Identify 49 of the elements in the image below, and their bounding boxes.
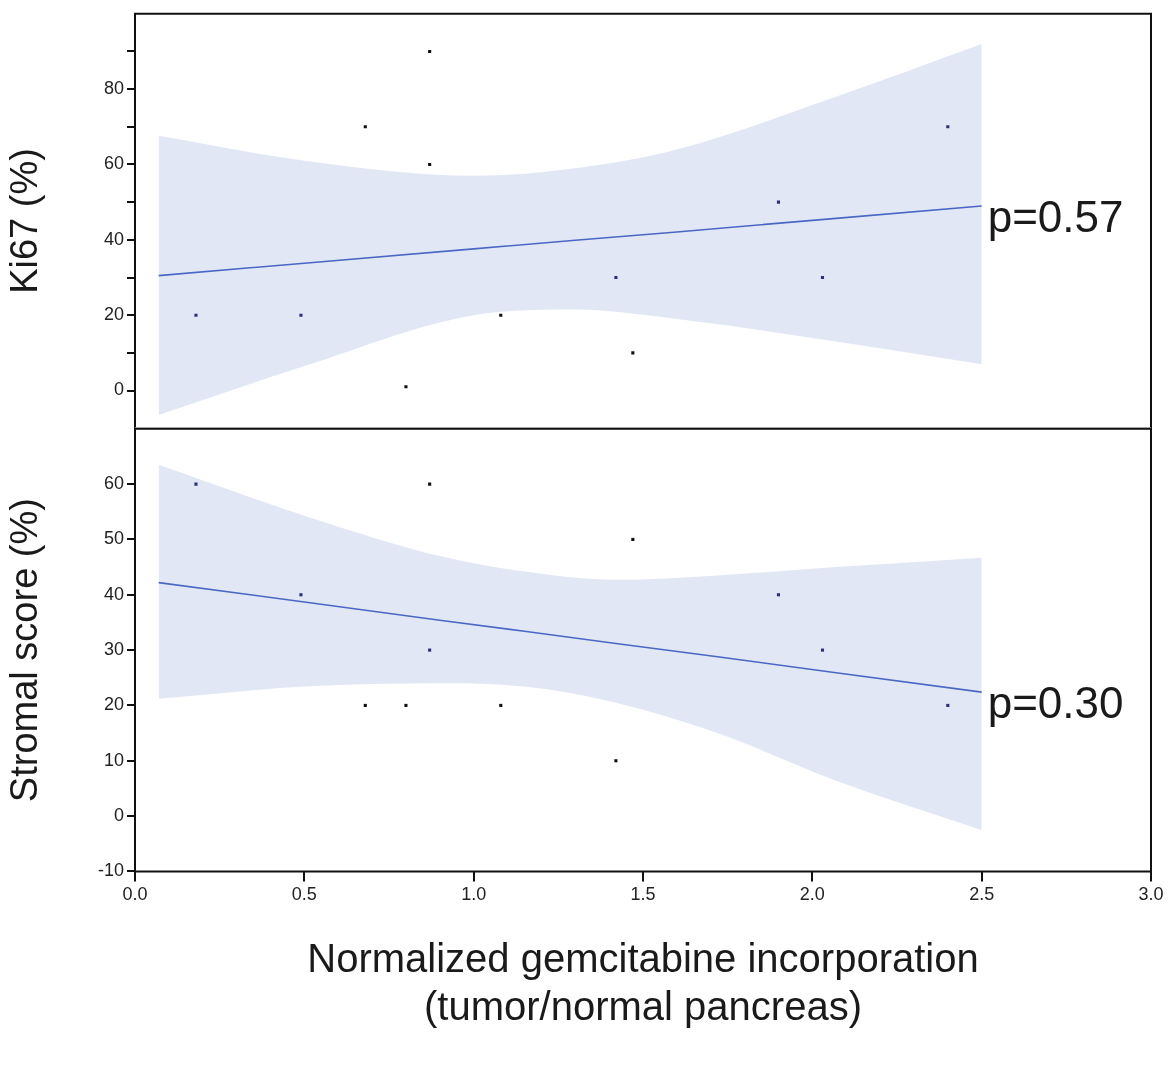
point [194,482,198,486]
x-tick-label: 2.0 [799,884,825,905]
y-tick-label: -10 [97,860,124,881]
x-tick-label: 2.5 [969,884,995,905]
y-tick-label: 30 [103,639,124,660]
y-tick-label: 40 [103,583,124,604]
y-tick-label: 10 [103,749,124,770]
annotation: p=0.57 [987,192,1124,242]
point [428,49,432,54]
point [631,537,635,542]
y-tick-label: 20 [103,304,124,325]
point [631,351,635,355]
y-tick-label: 0 [113,805,124,826]
point [499,313,503,317]
point [499,703,503,707]
point [404,703,408,707]
point [363,125,367,129]
y-tick-label: 60 [103,153,124,174]
point [299,593,303,597]
point [946,125,950,129]
point [428,162,432,167]
x-tick-label: 1.0 [461,884,487,905]
y-tick-label: 40 [103,228,124,249]
point [428,648,432,652]
annotation: p=0.30 [987,678,1124,728]
point [428,482,432,486]
point [946,703,950,707]
point [299,313,303,317]
y-axis-title: Stromal score (%) [3,498,46,803]
y-tick-label: 60 [103,473,124,494]
point [820,648,825,652]
y-tick-label: 0 [113,379,124,400]
y-tick-label: 20 [103,694,124,715]
x-tick-label: 3.0 [1138,884,1164,905]
x-axis-title: Normalized gemcitabine incorporation (tumor/normal pancreas) [307,936,979,1029]
x-tick-label: 0.5 [291,884,317,905]
point [776,200,781,204]
y-axis-title: Ki67 (%) [3,148,46,294]
point [776,593,781,597]
point [820,275,825,280]
x-tick-label: 0.0 [122,884,148,905]
y-tick-label: 50 [103,528,124,549]
y-tick-label: 80 [103,78,124,99]
x-tick-label: 1.5 [630,884,656,905]
point [404,385,408,389]
point [363,703,367,707]
point [614,759,618,763]
point [194,313,198,317]
point [614,275,618,280]
